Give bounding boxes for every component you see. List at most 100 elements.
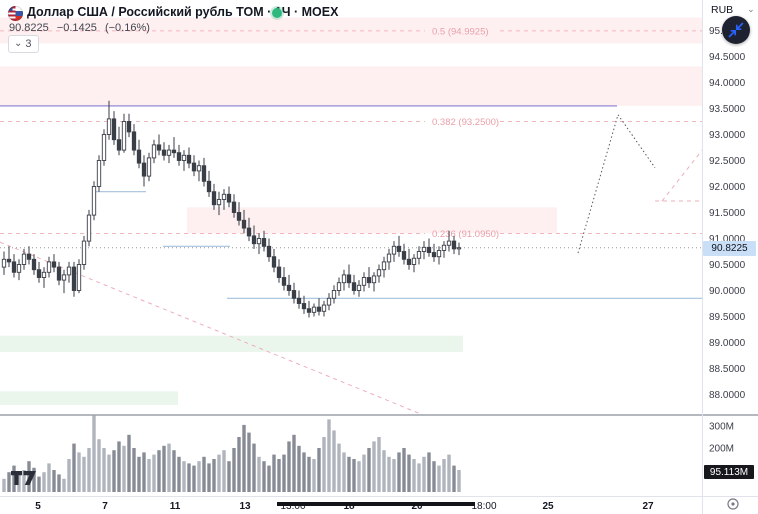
- volume-bar: [262, 461, 266, 492]
- volume-bar: [392, 459, 396, 492]
- symbol-title[interactable]: Доллар США / Российский рубль TOM · 1Ч ·…: [27, 5, 339, 19]
- axis-settings-icon[interactable]: [726, 497, 740, 511]
- candle-body: [16, 264, 22, 273]
- price-axis-label: 90.5000: [709, 260, 746, 271]
- collapse-chart-button[interactable]: [722, 16, 750, 44]
- price-axis-scale[interactable]: 95.000094.500094.000093.500093.000092.50…: [709, 26, 746, 401]
- candle-body: [166, 149, 172, 156]
- price-axis-label: 92.0000: [709, 182, 746, 193]
- candle-body: [256, 238, 262, 245]
- volume-bar: [352, 459, 356, 492]
- volume-bar: [397, 452, 401, 492]
- candle-body: [51, 261, 57, 268]
- time-axis-scale[interactable]: 5 7 11 13 13:00 18 20 18:00 25 27: [35, 501, 654, 512]
- projection-zigzag-drawing[interactable]: [577, 113, 656, 254]
- candle-body: [401, 251, 407, 260]
- candle-body: [406, 258, 412, 265]
- volume-bar: [142, 452, 146, 492]
- volume-bar: [372, 441, 376, 492]
- candle-body: [106, 118, 112, 135]
- time-axis-range-bar[interactable]: [277, 502, 475, 506]
- price-change-percent: (−0.16%): [104, 21, 150, 34]
- time-axis-label: 18:00: [471, 501, 496, 512]
- volume-bar: [152, 454, 156, 492]
- supply-zone: [0, 66, 702, 106]
- volume-axis-scale[interactable]: 300M 200M: [709, 422, 734, 455]
- candle-body: [81, 240, 87, 265]
- candle-body: [26, 253, 32, 260]
- candle-body: [201, 165, 207, 182]
- volume-bar: [147, 459, 151, 492]
- price-axis-label: 89.0000: [709, 338, 746, 349]
- candle-body: [226, 193, 232, 203]
- candle-body: [221, 193, 227, 200]
- candle-body: [446, 240, 452, 246]
- price-axis-label: 88.0000: [709, 390, 746, 401]
- candle-body: [86, 214, 92, 242]
- time-axis-label: 11: [170, 501, 181, 512]
- volume-bar: [447, 454, 451, 492]
- volume-bars: [2, 415, 461, 492]
- currency-label: RUB: [711, 3, 734, 16]
- volume-bar: [297, 445, 301, 492]
- price-axis-label: 91.5000: [709, 208, 746, 219]
- price-axis-label: 93.0000: [709, 130, 746, 141]
- candle-body: [61, 274, 67, 281]
- volume-bar: [22, 470, 26, 492]
- candle-body: [391, 245, 397, 255]
- candle-body: [6, 258, 12, 263]
- candle-body: [326, 297, 332, 306]
- candle-body: [456, 247, 462, 250]
- candle-body: [291, 290, 297, 299]
- volume-bar: [12, 465, 16, 492]
- candle-body: [301, 303, 307, 310]
- trendline-drawings[interactable]: [0, 140, 710, 416]
- horizontal-ray-drawings[interactable]: [0, 105, 702, 299]
- tradingview-logo[interactable]: [10, 470, 42, 492]
- supply-zone: [0, 17, 702, 44]
- volume-bar: [137, 456, 141, 492]
- candle-body: [416, 251, 422, 259]
- volume-bar: [417, 463, 421, 492]
- volume-bar: [232, 448, 236, 492]
- volume-bar: [367, 448, 371, 492]
- candle-body: [296, 297, 302, 304]
- volume-bar: [172, 450, 176, 492]
- candle-body: [286, 284, 292, 291]
- price-axis-currency-dropdown[interactable]: RUB ⌄: [702, 0, 758, 19]
- volume-bar: [302, 452, 306, 492]
- volume-bar: [17, 474, 21, 492]
- indicators-collapse-button[interactable]: ⌄ 3: [8, 35, 39, 53]
- supply-demand-zones[interactable]: [0, 17, 702, 405]
- candle-body: [281, 277, 287, 286]
- volume-bar: [362, 454, 366, 492]
- time-axis-label: 27: [642, 501, 654, 512]
- last-price-value: 90.8225: [9, 21, 49, 34]
- volume-bar: [242, 424, 246, 492]
- candle-body: [71, 266, 77, 291]
- candle-body: [311, 306, 317, 313]
- volume-bar: [42, 472, 46, 492]
- candle-body: [441, 244, 447, 251]
- chevron-down-icon: ⌄: [14, 38, 23, 49]
- volume-bar: [92, 415, 96, 492]
- candle-body: [411, 257, 417, 265]
- fib-retracement-drawing[interactable]: 0.5 (94.9925) 0.382 (93.2500) 0.236 (91.09…: [0, 26, 702, 240]
- candle-body: [431, 252, 437, 258]
- candle-body: [1, 258, 7, 268]
- candle-body: [261, 238, 267, 247]
- candle-body: [131, 131, 137, 151]
- candle-body: [321, 304, 327, 312]
- volume-bar: [207, 463, 211, 492]
- price-axis-label: 92.5000: [709, 156, 746, 167]
- current-price-badge: 90.8225: [703, 241, 756, 256]
- volume-bar: [77, 452, 81, 492]
- market-open-dot-icon[interactable]: [272, 8, 282, 18]
- candle-body: [306, 308, 312, 313]
- candle-body: [196, 165, 202, 172]
- volume-axis-label: 300M: [709, 422, 734, 433]
- candle-body: [276, 266, 282, 278]
- volume-bar: [237, 437, 241, 492]
- volume-bar: [197, 461, 201, 492]
